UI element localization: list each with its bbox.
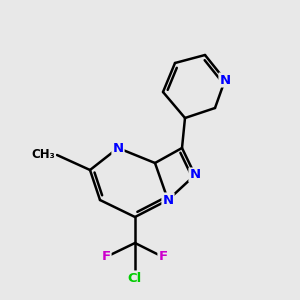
Text: N: N [162, 194, 174, 206]
Text: N: N [189, 169, 201, 182]
Text: N: N [219, 74, 231, 86]
Text: CH₃: CH₃ [31, 148, 55, 161]
Text: F: F [158, 250, 168, 263]
Text: Cl: Cl [128, 272, 142, 284]
Text: F: F [101, 250, 111, 263]
Text: N: N [112, 142, 124, 154]
